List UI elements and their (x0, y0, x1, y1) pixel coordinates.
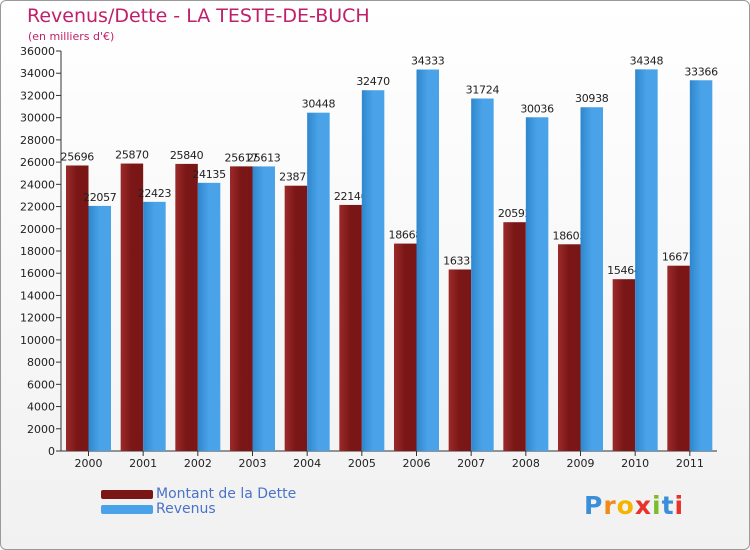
data-label: 25696 (61, 150, 95, 163)
data-label: 25870 (115, 149, 149, 162)
logo-letter: x (634, 491, 652, 520)
x-tick-label: 2009 (567, 457, 595, 470)
data-label: 32470 (356, 75, 390, 88)
y-tick-label: 24000 (20, 178, 55, 191)
x-tick-label: 2003 (239, 457, 267, 470)
bar-revenue (252, 166, 275, 451)
y-tick-label: 22000 (20, 201, 55, 214)
x-tick-label: 2010 (621, 457, 649, 470)
x-tick-label: 2002 (184, 457, 212, 470)
bar-debt (66, 165, 89, 451)
data-label: 25617 (225, 151, 259, 164)
y-tick-label: 26000 (20, 156, 55, 169)
bar-revenue (689, 80, 713, 452)
data-label: 16677 (662, 251, 696, 264)
y-tick-label: 4000 (27, 401, 55, 414)
legend-swatch-debt (101, 490, 153, 499)
logo-letter: i (674, 491, 685, 520)
data-label: 30448 (302, 98, 336, 111)
logo-letter: P (584, 491, 604, 520)
y-tick-label: 18000 (20, 245, 55, 258)
x-tick-label: 2006 (403, 457, 431, 470)
chart-subtitle: (en milliers d'€) (28, 30, 115, 43)
data-label: 22057 (83, 191, 117, 204)
x-tick-label: 2004 (293, 457, 321, 470)
y-tick-label: 32000 (20, 89, 55, 102)
data-label: 25840 (170, 149, 204, 162)
x-tick-label: 2008 (512, 457, 540, 470)
data-label: 15464 (607, 264, 641, 277)
data-label: 34333 (411, 55, 445, 68)
bar-revenue (88, 205, 111, 451)
logo-letter: r (603, 491, 617, 520)
bar-debt (120, 163, 144, 452)
data-label: 30938 (575, 92, 609, 105)
y-tick-label: 14000 (20, 289, 55, 302)
legend-label-debt: Montant de la Dette (156, 486, 297, 502)
data-label: 22146 (334, 190, 368, 203)
y-tick-label: 0 (48, 445, 55, 458)
bar-debt (339, 204, 362, 451)
y-tick-label: 34000 (20, 67, 55, 80)
bar-debt (394, 243, 417, 451)
bar-debt (612, 279, 636, 451)
bar-debt (284, 185, 308, 451)
data-label: 25613 (247, 151, 281, 164)
data-label: 18605 (553, 229, 587, 242)
bar-debt (667, 265, 690, 451)
chart-title: Revenus/Dette - LA TESTE-DE-BUCH (27, 5, 370, 27)
data-label: 20592 (498, 207, 532, 220)
bar-revenue (361, 90, 385, 451)
logo-letter: i (652, 491, 662, 520)
bar-revenue (416, 69, 439, 452)
y-tick-label: 30000 (20, 112, 55, 125)
bar-debt (448, 269, 472, 451)
bar-revenue (580, 107, 603, 451)
data-label: 18668 (389, 229, 423, 242)
bar-revenue (307, 112, 330, 451)
bar-revenue (143, 201, 166, 451)
y-tick-label: 8000 (27, 356, 55, 369)
x-tick-label: 2005 (348, 457, 376, 470)
data-label: 34348 (630, 54, 664, 67)
y-tick-label: 10000 (20, 334, 55, 347)
y-tick-label: 28000 (20, 134, 55, 147)
bar-revenue (525, 117, 549, 452)
logo-letter: o (616, 491, 635, 520)
bar-chart: 0 2000 4000 6000 8000 10000 12000 14000 16000 180… (20, 45, 718, 470)
data-label: 22423 (138, 187, 172, 200)
data-label: 16337 (443, 254, 477, 267)
logo-letter: t (661, 491, 675, 520)
bar-debt (175, 163, 198, 451)
legend-label-revenue: Revenus (156, 501, 216, 517)
bar-revenue (471, 98, 494, 451)
y-tick-label: 2000 (27, 423, 55, 436)
data-label: 23877 (279, 171, 313, 184)
data-label: 30036 (520, 102, 554, 115)
bar-debt (503, 222, 526, 451)
y-tick-label: 36000 (20, 45, 55, 58)
bar-debt (558, 244, 581, 451)
data-label: 33366 (684, 65, 718, 78)
y-tick-label: 6000 (27, 378, 55, 391)
proxiti-logo: Proxiti (584, 491, 684, 520)
bar-revenue (197, 182, 221, 452)
y-tick-label: 12000 (20, 312, 55, 325)
y-tick-label: 16000 (20, 267, 55, 280)
bar-revenue (635, 69, 658, 451)
y-tick-label: 20000 (20, 223, 55, 236)
legend-swatch-revenue (101, 505, 153, 514)
x-tick-label: 2007 (457, 457, 485, 470)
x-tick-label: 2001 (129, 457, 157, 470)
x-tick-label: 2011 (676, 457, 704, 470)
x-tick-label: 2000 (75, 457, 103, 470)
data-label: 24135 (192, 168, 226, 181)
bar-debt (230, 166, 253, 451)
data-label: 31724 (466, 84, 500, 97)
